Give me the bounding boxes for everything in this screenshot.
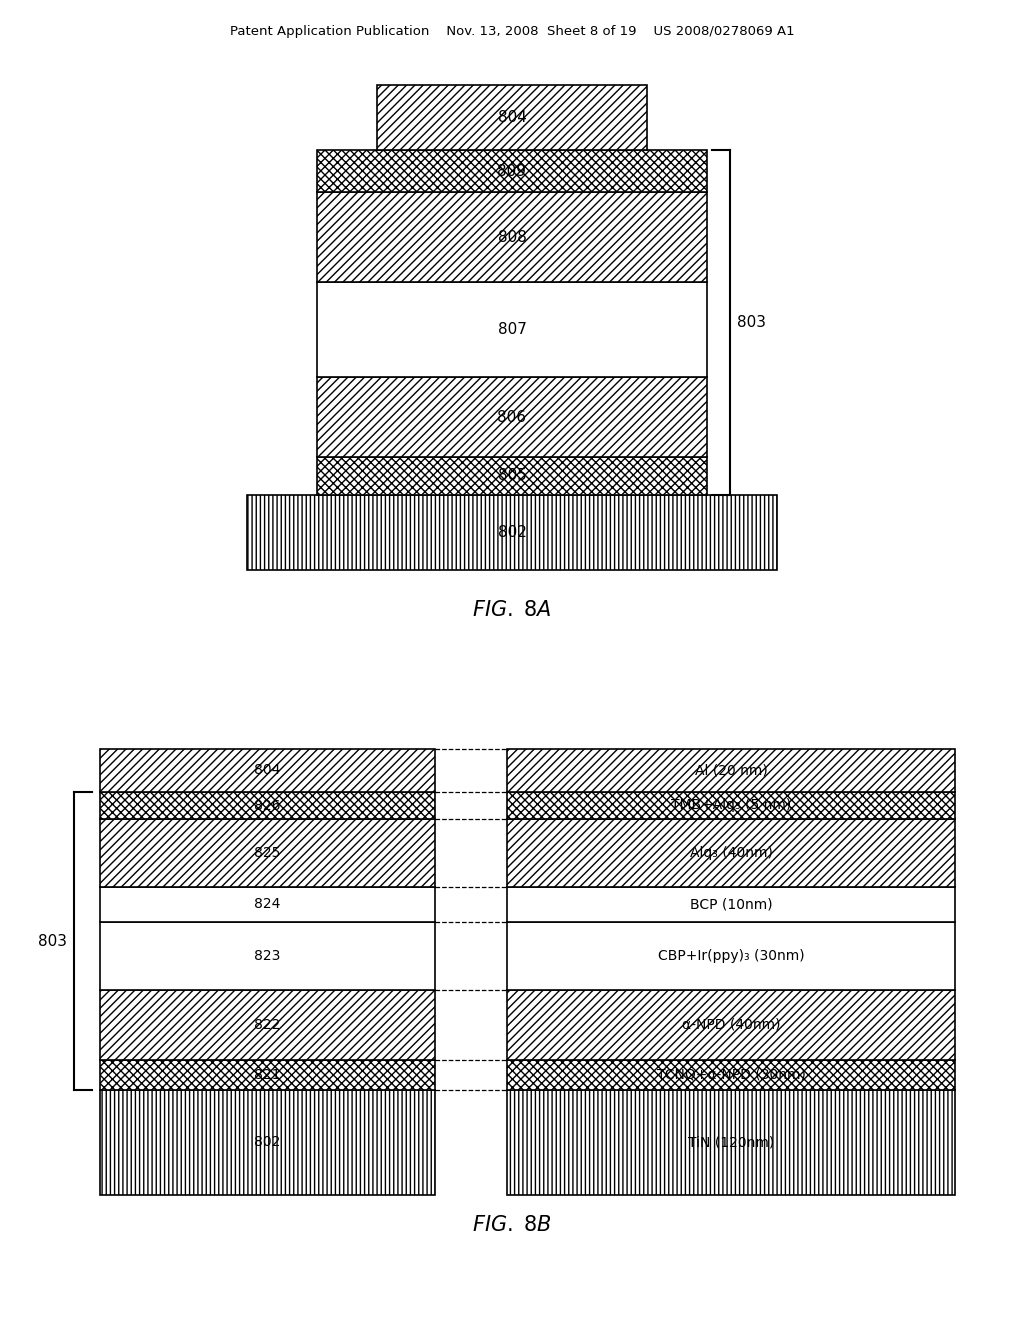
Text: 825: 825 (254, 846, 281, 861)
Text: 803: 803 (38, 933, 67, 949)
Text: 807: 807 (498, 322, 526, 337)
Text: 806: 806 (498, 409, 526, 425)
Text: 805: 805 (498, 469, 526, 483)
Bar (317, 378, 707, 457)
Text: 823: 823 (254, 949, 281, 964)
Text: 802: 802 (498, 525, 526, 540)
Text: 804: 804 (254, 763, 281, 777)
Text: α-NPD (40nm): α-NPD (40nm) (682, 1018, 780, 1032)
Text: 809: 809 (498, 164, 526, 178)
Bar (507, 1060, 955, 1090)
Bar (507, 818, 955, 887)
Text: 822: 822 (254, 1018, 281, 1032)
Text: Al (20 nm): Al (20 nm) (694, 763, 767, 777)
Text: 824: 824 (254, 898, 281, 912)
Bar (317, 191, 707, 282)
Bar (247, 495, 777, 570)
Bar (507, 748, 955, 792)
Text: $\mathit{FIG.}$ $\mathit{8B}$: $\mathit{FIG.}$ $\mathit{8B}$ (472, 1214, 552, 1236)
Bar (507, 990, 955, 1060)
Bar (100, 792, 435, 818)
Text: 826: 826 (254, 799, 281, 813)
Bar (100, 1060, 435, 1090)
Bar (507, 1090, 955, 1195)
Bar (100, 818, 435, 887)
Bar (377, 84, 647, 150)
Text: 808: 808 (498, 230, 526, 244)
Text: TMB+Alq₃ (5 nm): TMB+Alq₃ (5 nm) (671, 799, 792, 813)
Bar (100, 921, 435, 990)
Text: 803: 803 (737, 315, 766, 330)
Bar (507, 887, 955, 921)
Bar (100, 887, 435, 921)
Bar (317, 457, 707, 495)
Text: TiN (120nm): TiN (120nm) (688, 1135, 774, 1150)
Text: 804: 804 (498, 110, 526, 125)
Text: 821: 821 (254, 1068, 281, 1082)
Text: 802: 802 (254, 1135, 281, 1150)
Text: BCP (10nm): BCP (10nm) (690, 898, 772, 912)
Bar (507, 921, 955, 990)
Bar (317, 150, 707, 191)
Bar (507, 792, 955, 818)
Bar (100, 990, 435, 1060)
Text: TCNQ+α-NPD (30nm): TCNQ+α-NPD (30nm) (656, 1068, 806, 1082)
Text: Patent Application Publication    Nov. 13, 2008  Sheet 8 of 19    US 2008/027806: Patent Application Publication Nov. 13, … (229, 25, 795, 38)
Text: $\mathit{FIG.}$ $\mathit{8A}$: $\mathit{FIG.}$ $\mathit{8A}$ (472, 601, 552, 620)
Bar (317, 282, 707, 378)
Bar (100, 748, 435, 792)
Bar (100, 1090, 435, 1195)
Text: CBP+Ir(ppy)₃ (30nm): CBP+Ir(ppy)₃ (30nm) (657, 949, 804, 964)
Text: Alq₃ (40nm): Alq₃ (40nm) (689, 846, 772, 861)
